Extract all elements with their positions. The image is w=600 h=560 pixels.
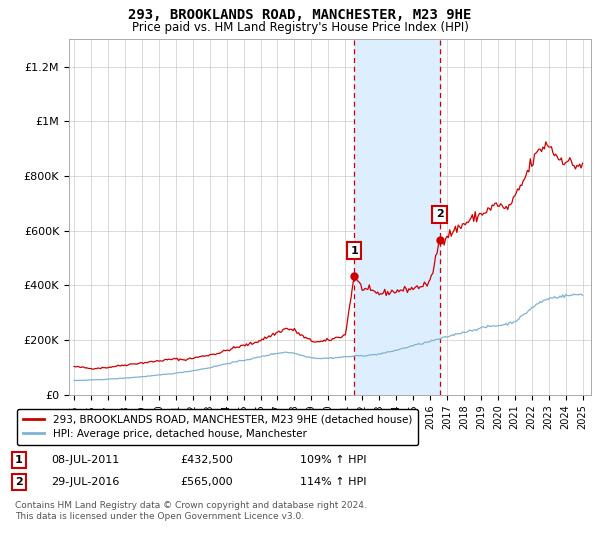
Text: Price paid vs. HM Land Registry's House Price Index (HPI): Price paid vs. HM Land Registry's House …: [131, 21, 469, 34]
Bar: [354, 39, 440, 395]
Text: 1: 1: [350, 245, 358, 255]
Text: Contains HM Land Registry data © Crown copyright and database right 2024.
This d: Contains HM Land Registry data © Crown c…: [15, 501, 367, 521]
Text: 109% ↑ HPI: 109% ↑ HPI: [300, 455, 367, 465]
Text: £432,500: £432,500: [180, 455, 233, 465]
Text: 114% ↑ HPI: 114% ↑ HPI: [300, 477, 367, 487]
Text: 2: 2: [436, 209, 443, 220]
Text: 293, BROOKLANDS ROAD, MANCHESTER, M23 9HE: 293, BROOKLANDS ROAD, MANCHESTER, M23 9H…: [128, 8, 472, 22]
Text: 2: 2: [15, 477, 23, 487]
Text: 08-JUL-2011: 08-JUL-2011: [51, 455, 119, 465]
Text: 29-JUL-2016: 29-JUL-2016: [51, 477, 119, 487]
Legend: 293, BROOKLANDS ROAD, MANCHESTER, M23 9HE (detached house), HPI: Average price, : 293, BROOKLANDS ROAD, MANCHESTER, M23 9H…: [17, 409, 418, 445]
Text: £565,000: £565,000: [180, 477, 233, 487]
Text: 1: 1: [15, 455, 23, 465]
